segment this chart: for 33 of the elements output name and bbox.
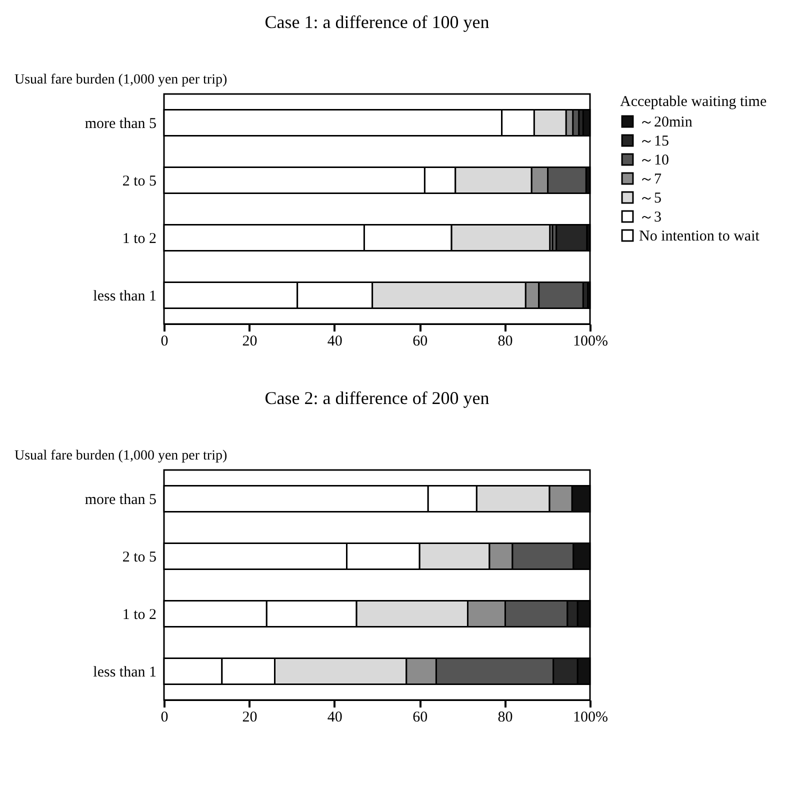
legend-label: ～15: [639, 134, 669, 150]
x-tick-label: 80: [498, 334, 513, 350]
y-axis-title: Usual fare burden (1,000 yen per trip): [14, 72, 228, 88]
legend-label: ～20min: [639, 114, 693, 130]
x-tick-label: 100%: [573, 710, 608, 726]
x-tick-label: 20: [242, 710, 258, 726]
y-axis-title: Usual fare burden (1,000 yen per trip): [14, 448, 228, 464]
legend-label: ～10: [639, 152, 669, 168]
bar: [556, 224, 588, 252]
x-tick-label: 0: [160, 710, 168, 726]
legend-label: ～7: [639, 172, 662, 188]
x-tick-label: 40: [327, 710, 342, 726]
x-tick-label: 60: [412, 710, 428, 726]
y-tick-label: less than 1: [93, 288, 156, 304]
x-tick-label: 40: [327, 334, 342, 350]
x-tick-label: 100%: [573, 334, 608, 350]
x-tick-label: 60: [412, 334, 428, 350]
y-tick-label: more than 5: [84, 492, 156, 508]
y-tick-label: 2 to 5: [122, 173, 156, 190]
x-tick-label: 20: [242, 334, 258, 350]
y-tick-label: less than 1: [93, 664, 156, 680]
y-tick-label: more than 5: [84, 116, 156, 132]
x-tick-label: 0: [160, 334, 168, 350]
chart-title: Case 1: a difference of 100 yen: [264, 12, 490, 32]
y-tick-label: 1 to 2: [122, 606, 156, 623]
x-tick-label: 80: [498, 710, 513, 726]
legend-label: ～5: [639, 190, 662, 206]
chart-title: Case 2: a difference of 200 yen: [264, 388, 490, 408]
legend-title: Acceptable waiting time: [620, 94, 767, 110]
legend-label: ～3: [639, 210, 662, 226]
legend-label: No intention to wait: [639, 228, 760, 244]
y-tick-label: 2 to 5: [122, 549, 156, 566]
y-tick-label: 1 to 2: [122, 230, 156, 247]
